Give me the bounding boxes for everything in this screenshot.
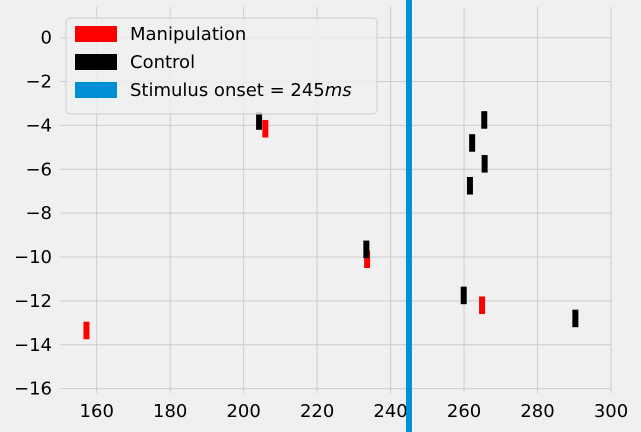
manipulation-event-marker <box>83 321 90 340</box>
x-tick-label: 180 <box>153 401 187 422</box>
stimulus-onset-bar <box>405 0 412 432</box>
y-axis-tick-labels: 0 −2 −4 −6 −8 −10 −12 −14 −16 <box>14 28 52 400</box>
x-tick-label: 300 <box>594 401 628 422</box>
y-tick-label: −8 <box>25 203 52 224</box>
x-tick-label: 220 <box>300 401 334 422</box>
y-tick-label: −10 <box>14 247 52 268</box>
manipulation-event-marker <box>364 250 371 268</box>
x-tick-label: 240 <box>373 401 407 422</box>
legend-label: Control <box>130 52 195 73</box>
control-event-marker <box>572 309 579 328</box>
legend-box <box>65 17 378 115</box>
legend-label: Stimulus onset = 245ms <box>130 80 352 101</box>
y-tick-label: −12 <box>14 291 52 312</box>
event-markers <box>83 111 579 340</box>
control-event-marker <box>481 155 488 173</box>
manipulation-event-marker <box>479 296 486 315</box>
legend-label: Manipulation <box>130 24 246 45</box>
control-event-marker <box>460 286 467 305</box>
y-tick-label: −14 <box>14 335 52 356</box>
y-tick-label: −16 <box>14 379 52 400</box>
y-tick-label: −2 <box>25 72 52 93</box>
manipulation-event-marker <box>262 119 269 138</box>
legend-swatch <box>75 82 117 98</box>
y-tick-label: −4 <box>25 115 52 136</box>
control-event-marker <box>481 111 488 129</box>
legend-swatch <box>75 26 117 42</box>
control-event-marker <box>363 240 370 259</box>
stimulus-onset-line <box>405 0 412 432</box>
control-event-marker <box>469 134 476 152</box>
y-tick-label: 0 <box>41 28 52 49</box>
control-event-marker <box>256 112 263 130</box>
x-tick-label: 280 <box>520 401 554 422</box>
legend-swatch <box>75 54 117 70</box>
y-tick-label: −6 <box>25 159 52 180</box>
control-event-marker <box>466 176 473 195</box>
x-tick-label: 260 <box>447 401 481 422</box>
x-tick-label: 200 <box>226 401 260 422</box>
x-axis-tick-labels: 160 180 200 220 240 260 280 300 <box>80 401 629 422</box>
legend: Manipulation Control Stimulus onset = 245m… <box>65 17 378 115</box>
x-tick-label: 160 <box>80 401 114 422</box>
